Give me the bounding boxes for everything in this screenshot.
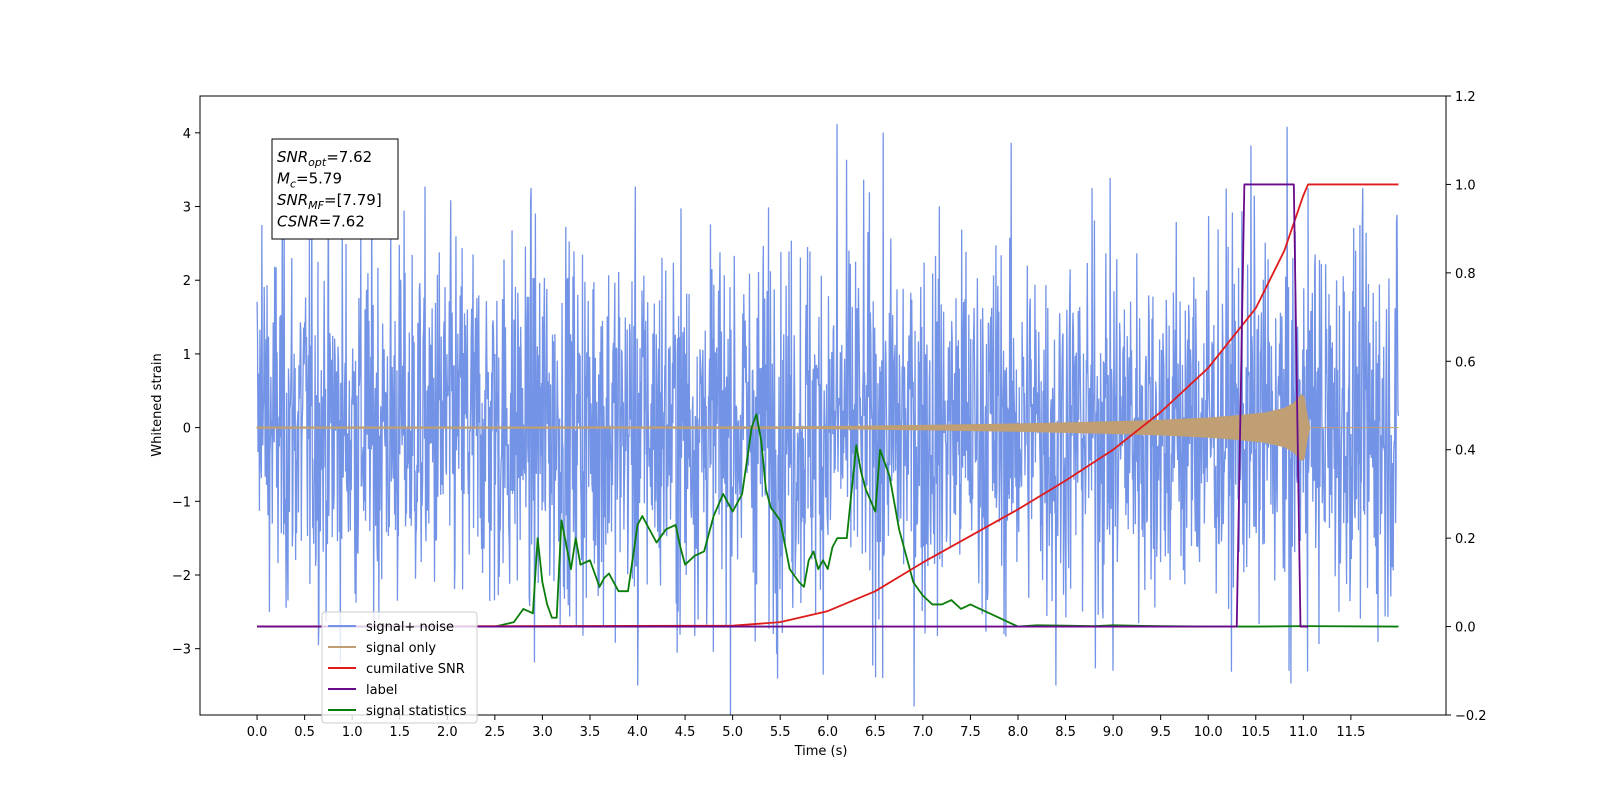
- x-tick-label: 4.5: [675, 725, 696, 740]
- y-tick-label: 1: [183, 348, 191, 363]
- legend-label: label: [366, 683, 397, 698]
- x-tick-label: 5.0: [722, 725, 743, 740]
- x-tick-label: 1.0: [342, 725, 363, 740]
- x-tick-label: 11.0: [1289, 725, 1318, 740]
- y-tick-label: −2: [172, 569, 191, 584]
- y2-tick-label: 0.4: [1455, 444, 1476, 459]
- x-tick-label: 2.5: [485, 725, 506, 740]
- right-axis-series: [257, 183, 1399, 628]
- y2-tick-label: 0.2: [1455, 532, 1476, 547]
- plot-area: [256, 123, 1400, 715]
- x-tick-label: 6.5: [865, 725, 886, 740]
- signal-noise-line: [256, 123, 1400, 715]
- x-tick-label: 5.5: [770, 725, 791, 740]
- x-tick-label: 8.0: [1008, 725, 1029, 740]
- x-axis: 0.0 0.5 1.0 1.5 2.0 2.5 3.0 3.5 4.0 4.5 5.0 5.5 6.0 6…: [247, 715, 1365, 740]
- y-tick-label: 3: [183, 201, 191, 216]
- x-tick-label: 3.0: [532, 725, 553, 740]
- x-axis-label: Time (s): [794, 744, 848, 759]
- x-tick-label: 7.5: [960, 725, 981, 740]
- y-tick-label: −3: [172, 643, 191, 658]
- x-tick-label: 11.5: [1336, 725, 1365, 740]
- y2-tick-label: 0.0: [1455, 621, 1476, 636]
- legend-label: signal only: [366, 641, 436, 656]
- x-tick-label: 9.5: [1150, 725, 1171, 740]
- y2-tick-label: 1.2: [1455, 90, 1476, 105]
- plot-frame: [199, 95, 1447, 716]
- signal-statistics-line: [257, 413, 1399, 628]
- legend-label: cumilative SNR: [366, 662, 465, 677]
- y-tick-label: 4: [183, 127, 191, 142]
- y-tick-label: 2: [183, 274, 191, 289]
- x-tick-label: 0.0: [247, 725, 268, 740]
- x-tick-label: 6.0: [817, 725, 838, 740]
- series-signal-noise: [256, 123, 1400, 715]
- stats-box-frame: [271, 138, 399, 240]
- y-tick-label: 0: [183, 422, 191, 437]
- legend-frame: [321, 611, 478, 724]
- y-axis-left: −3 −2 −1 0 1 2 3 4: [172, 127, 200, 658]
- y2-tick-label: 0.8: [1455, 267, 1476, 282]
- x-tick-label: 8.5: [1055, 725, 1076, 740]
- y2-tick-label: −0.2: [1455, 709, 1487, 724]
- y-axis-right: −0.2 0.0 0.2 0.4 0.6 0.8 1.0 1.2: [1446, 90, 1487, 724]
- y-axis-label: Whitened strain: [150, 353, 165, 456]
- x-tick-label: 2.0: [437, 725, 458, 740]
- x-tick-label: 3.5: [580, 725, 601, 740]
- x-tick-label: 9.0: [1103, 725, 1124, 740]
- series-signal-only: [256, 394, 1399, 462]
- x-tick-label: 0.5: [294, 725, 315, 740]
- cumilative-snr-line: [257, 183, 1399, 628]
- y2-tick-label: 0.6: [1455, 355, 1476, 370]
- stats-line: SNRMF=[7.79]: [277, 191, 382, 212]
- signal-only-envelope: [256, 394, 1399, 462]
- y2-tick-label: 1.0: [1455, 178, 1476, 193]
- x-tick-label: 10.5: [1241, 725, 1270, 740]
- stats-line: Mc=5.79: [277, 170, 342, 191]
- legend: signal+ noise signal only cumilative SNR la…: [321, 611, 478, 724]
- stats-line: CSNR=7.62: [277, 213, 365, 231]
- x-tick-label: 7.0: [913, 725, 934, 740]
- stats-line: SNRopt=7.62: [277, 148, 372, 169]
- label-line: [257, 183, 1309, 628]
- y-tick-label: −1: [172, 495, 191, 510]
- x-tick-label: 4.0: [627, 725, 648, 740]
- x-tick-label: 1.5: [389, 725, 410, 740]
- legend-label: signal+ noise: [366, 620, 454, 635]
- legend-label: signal statistics: [366, 704, 467, 719]
- x-tick-label: 10.0: [1194, 725, 1223, 740]
